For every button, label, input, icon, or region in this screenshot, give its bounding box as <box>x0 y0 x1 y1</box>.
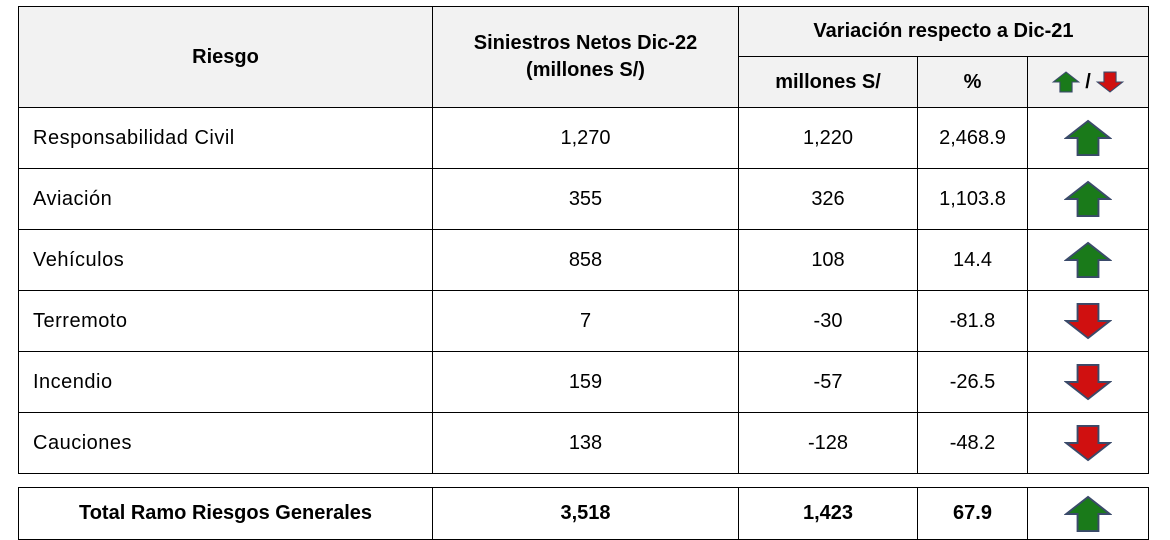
row-label: Aviación <box>18 168 433 230</box>
trend-cell <box>1027 412 1149 474</box>
row-value: 67.9 <box>917 487 1028 540</box>
row-label: Total Ramo Riesgos Generales <box>18 487 433 540</box>
arrow-down <box>1095 71 1125 93</box>
arrow-shape <box>1064 363 1112 401</box>
header-arrows: / <box>1027 56 1149 108</box>
arrow-shape <box>1064 180 1112 218</box>
row-label: Responsabilidad Civil <box>18 107 433 169</box>
arrow-shape <box>1064 495 1112 532</box>
arrow-up <box>1064 495 1112 532</box>
arrow-shape <box>1064 119 1112 157</box>
arrow-down <box>1064 424 1112 462</box>
header-percent: % <box>917 56 1028 108</box>
row-value: 14.4 <box>917 229 1028 291</box>
row-value: 7 <box>432 290 739 352</box>
trend-cell <box>1027 168 1149 230</box>
row-value: 159 <box>432 351 739 413</box>
header-text: Siniestros Netos Dic-22 <box>473 32 698 54</box>
trend-cell <box>1027 487 1149 540</box>
arrow-shape <box>1064 302 1112 340</box>
header-variacion: Variación respecto a Dic-21 <box>738 6 1149 57</box>
trend-cell <box>1027 351 1149 413</box>
trend-cell <box>1027 290 1149 352</box>
row-value: 108 <box>738 229 918 291</box>
row-value: 138 <box>432 412 739 474</box>
row-value: 1,103.8 <box>917 168 1028 230</box>
arrow-shape <box>1064 241 1112 279</box>
trend-cell <box>1027 229 1149 291</box>
row-label: Terremoto <box>18 290 433 352</box>
row-value: -26.5 <box>917 351 1028 413</box>
row-value: 355 <box>432 168 739 230</box>
arrow-up <box>1064 180 1112 218</box>
row-label: Vehículos <box>18 229 433 291</box>
row-value: -48.2 <box>917 412 1028 474</box>
row-value: 326 <box>738 168 918 230</box>
row-value: -81.8 <box>917 290 1028 352</box>
row-value: 1,220 <box>738 107 918 169</box>
row-value: 1,423 <box>738 487 918 540</box>
arrow-shape <box>1051 71 1081 93</box>
row-value: -30 <box>738 290 918 352</box>
row-value: 858 <box>432 229 739 291</box>
arrow-down <box>1064 302 1112 340</box>
arrow-up <box>1051 71 1081 93</box>
row-value: -57 <box>738 351 918 413</box>
row-label: Incendio <box>18 351 433 413</box>
row-label: Cauciones <box>18 412 433 474</box>
trend-cell <box>1027 107 1149 169</box>
row-value: -128 <box>738 412 918 474</box>
arrow-up <box>1064 119 1112 157</box>
row-value: 2,468.9 <box>917 107 1028 169</box>
arrow-down <box>1064 363 1112 401</box>
header-text: / <box>1085 70 1091 93</box>
header-millones: millones S/ <box>738 56 918 108</box>
header-riesgo: Riesgo <box>18 6 433 108</box>
row-value: 3,518 <box>432 487 739 540</box>
header-text: (millones S/) <box>526 59 645 81</box>
arrow-shape <box>1095 71 1125 93</box>
arrow-shape <box>1064 424 1112 462</box>
row-value: 1,270 <box>432 107 739 169</box>
header-siniestros: Siniestros Netos Dic-22 (millones S/) <box>432 6 739 108</box>
arrow-up <box>1064 241 1112 279</box>
